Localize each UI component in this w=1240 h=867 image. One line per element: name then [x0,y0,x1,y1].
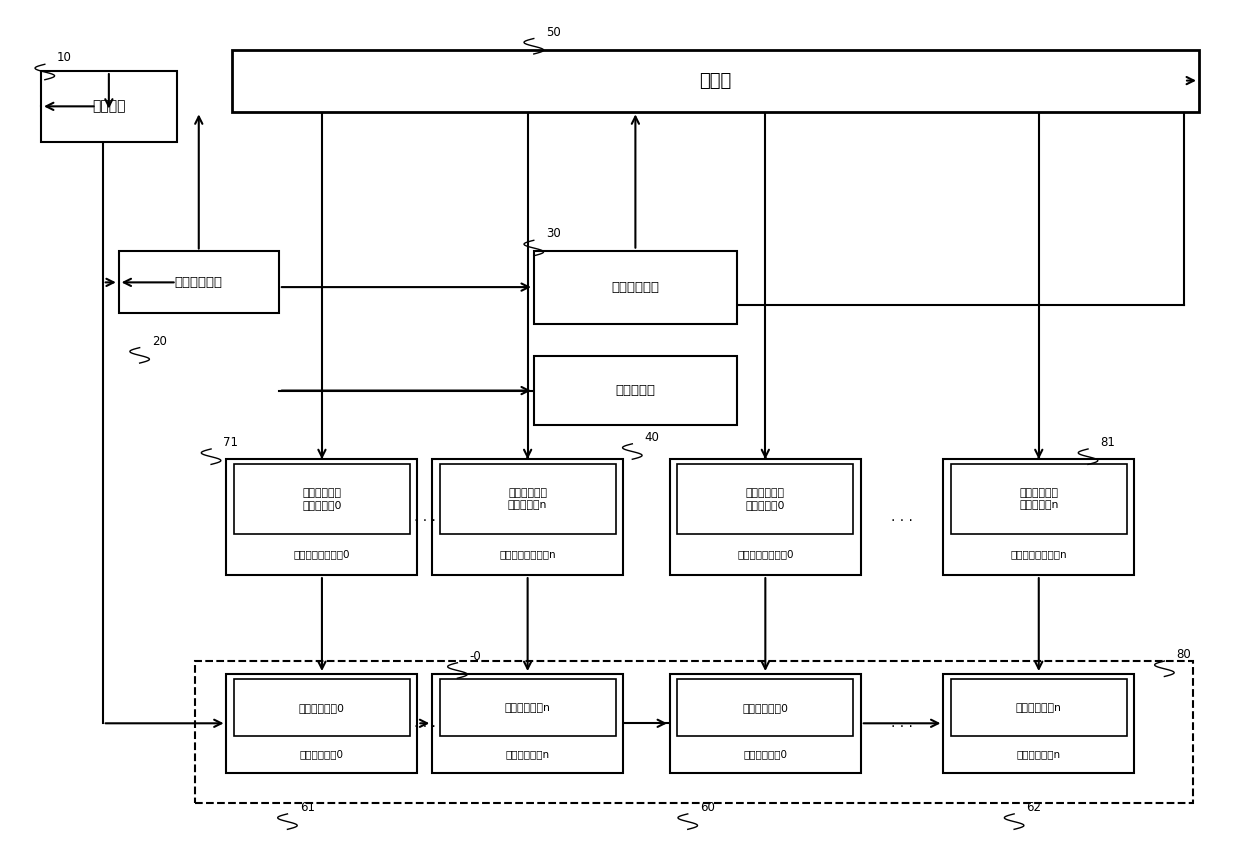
Text: 81: 81 [1100,436,1115,449]
Text: 主机接口电路0: 主机接口电路0 [299,703,345,713]
FancyBboxPatch shape [119,251,279,313]
Text: 从机集成电路芯核0: 从机集成电路芯核0 [737,550,794,559]
Text: 功能模拟模型: 功能模拟模型 [175,276,223,289]
FancyBboxPatch shape [232,49,1199,112]
Text: 主机电路模块0: 主机电路模块0 [300,749,343,759]
FancyBboxPatch shape [433,674,622,772]
Text: 60: 60 [701,801,715,814]
FancyBboxPatch shape [195,661,1193,803]
Text: 10: 10 [57,51,72,64]
Text: 从机接口电路n: 从机接口电路n [1016,703,1061,713]
Text: 从机协同序列
处理子模块0: 从机协同序列 处理子模块0 [745,488,785,510]
Text: 40: 40 [645,431,660,444]
Text: 20: 20 [153,335,167,348]
Text: 从机电路模块0: 从机电路模块0 [743,749,787,759]
Text: 激励模型: 激励模型 [92,100,125,114]
Text: 主机接口电路n: 主机接口电路n [505,703,551,713]
Text: . . .: . . . [414,716,435,730]
Text: -0: -0 [470,649,481,662]
Text: 主机集成电路芯核n: 主机集成电路芯核n [500,550,556,559]
Text: 30: 30 [546,227,560,240]
FancyBboxPatch shape [227,674,418,772]
Text: 62: 62 [1027,801,1042,814]
Text: 从机接口电路0: 从机接口电路0 [743,703,789,713]
Text: 80: 80 [1177,648,1192,661]
Text: 61: 61 [300,801,315,814]
Text: 从机协同序列
处理子模块n: 从机协同序列 处理子模块n [1019,488,1059,510]
FancyBboxPatch shape [533,356,737,425]
Text: 主机协同序列
处理子模块0: 主机协同序列 处理子模块0 [303,488,342,510]
Text: 从机集成电路芯核n: 从机集成电路芯核n [1011,550,1068,559]
FancyBboxPatch shape [533,251,737,323]
FancyBboxPatch shape [227,460,418,575]
Text: 从机电路模块n: 从机电路模块n [1017,749,1061,759]
FancyBboxPatch shape [234,465,410,534]
Text: 50: 50 [546,25,560,38]
FancyBboxPatch shape [951,679,1127,736]
Text: 计分板: 计分板 [699,72,732,89]
FancyBboxPatch shape [670,674,861,772]
FancyBboxPatch shape [944,460,1135,575]
Text: 主机集成电路芯核0: 主机集成电路芯核0 [294,550,350,559]
FancyBboxPatch shape [677,679,853,736]
Text: 存储器模型: 存储器模型 [615,384,656,397]
Text: 71: 71 [223,436,238,449]
Text: . . .: . . . [892,510,913,525]
FancyBboxPatch shape [234,679,410,736]
FancyBboxPatch shape [670,460,861,575]
Text: 互联电路模型: 互联电路模型 [611,281,660,294]
Text: . . .: . . . [892,716,913,730]
Text: 主机协同序列
处理子模块n: 主机协同序列 处理子模块n [508,488,547,510]
FancyBboxPatch shape [433,460,622,575]
Text: . . .: . . . [414,510,435,525]
FancyBboxPatch shape [677,465,853,534]
Text: 主机电路模块n: 主机电路模块n [506,749,549,759]
FancyBboxPatch shape [41,71,176,141]
FancyBboxPatch shape [944,674,1135,772]
FancyBboxPatch shape [439,465,616,534]
FancyBboxPatch shape [439,679,616,736]
FancyBboxPatch shape [951,465,1127,534]
